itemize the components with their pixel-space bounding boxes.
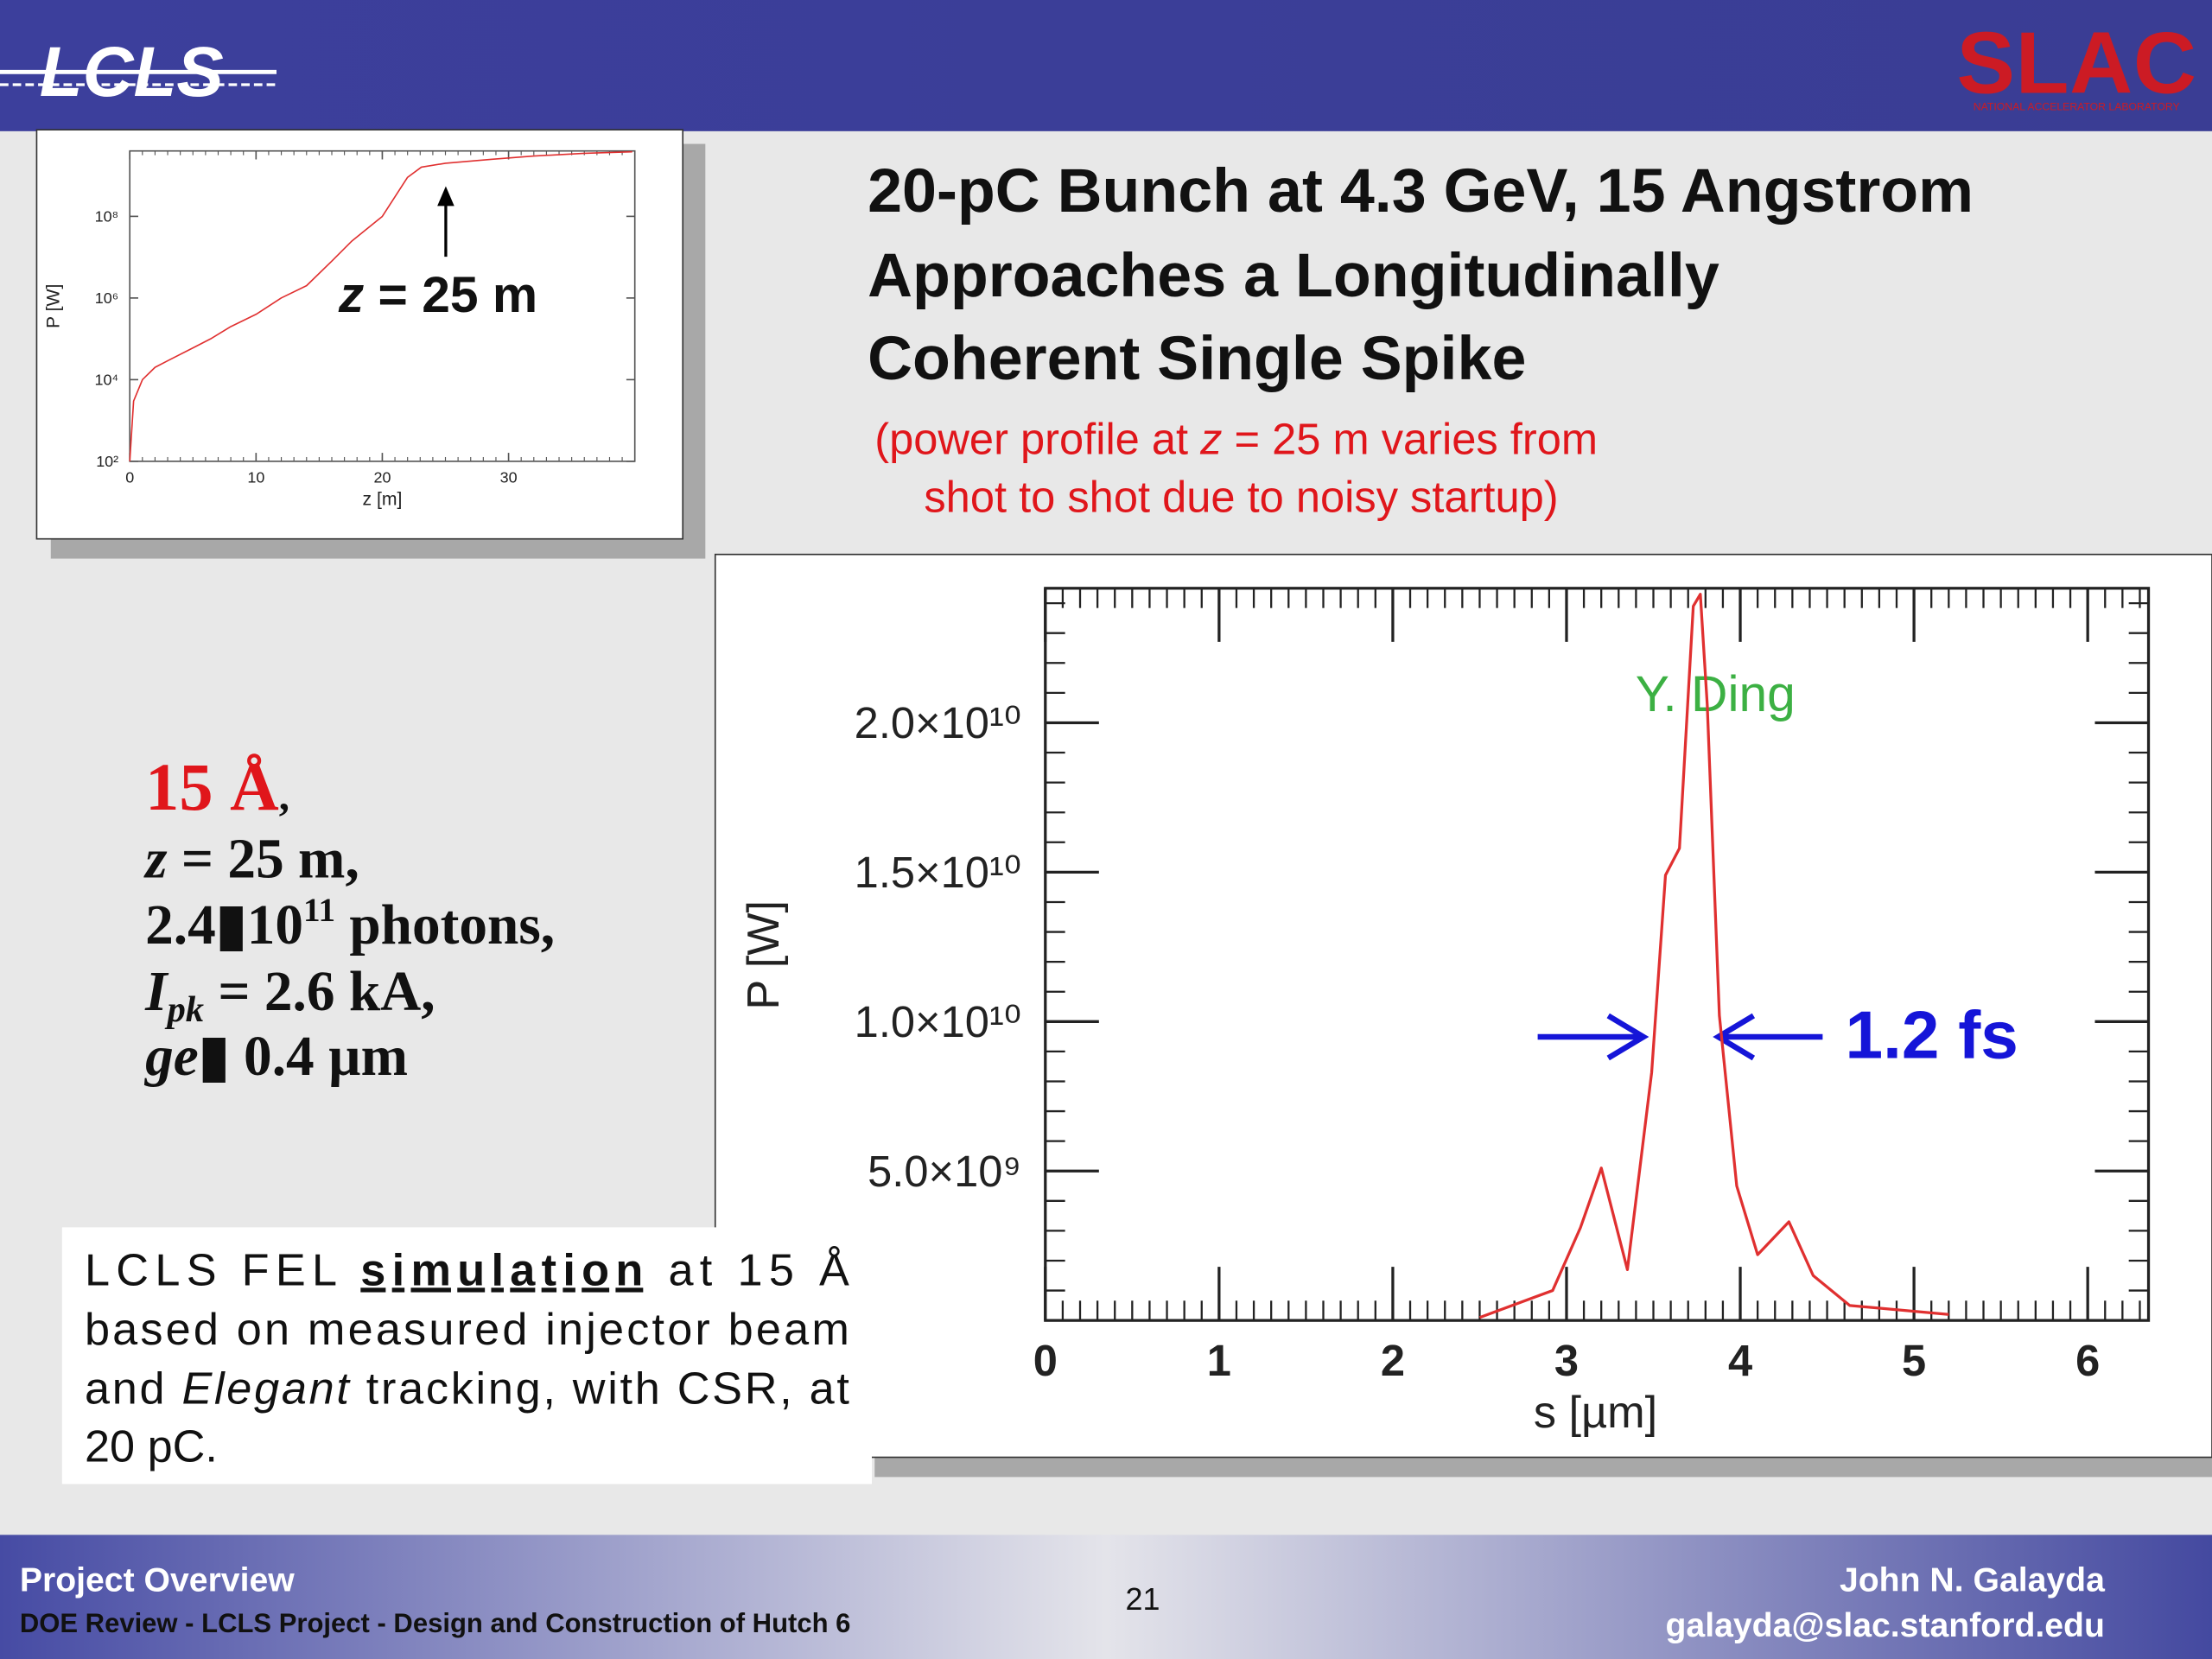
x-tick-label: 6: [2075, 1336, 2100, 1385]
title-line: Coherent Single Spike: [868, 324, 1526, 393]
chart-box: [714, 553, 2212, 1459]
x-axis-label: z [m]: [362, 489, 402, 509]
header-band: [0, 0, 2212, 131]
x-tick-label: 0: [125, 468, 134, 486]
footer-title: Project Overview: [20, 1562, 295, 1599]
chart-shadow: [874, 1457, 2212, 1478]
text: based on measured injector beam: [85, 1305, 849, 1355]
text: I: [144, 961, 169, 1023]
x-tick-label: 3: [1554, 1336, 1579, 1385]
text: 2.4▮10: [145, 894, 303, 957]
annotation: Y. Ding: [1636, 666, 1796, 722]
param-line: z = 25 m,: [143, 829, 359, 891]
text: 0.4 µm: [230, 1026, 408, 1088]
x-tick-label: 20: [373, 468, 391, 486]
width-arrowhead: [1606, 1013, 1649, 1061]
text: z: [1199, 415, 1222, 464]
x-tick-label: 4: [1728, 1336, 1752, 1385]
note-line: 20 pC.: [85, 1421, 218, 1471]
logo-lcls: LCLS: [40, 33, 224, 111]
text: 11: [303, 892, 335, 929]
param-line: 15 Å,: [145, 749, 289, 824]
text: ▮: [199, 1026, 230, 1088]
x-tick-label: 1: [1207, 1336, 1231, 1385]
plot-frame: [1044, 587, 2151, 1322]
text: z: [338, 267, 364, 323]
text: tracking, with CSR, at: [352, 1363, 850, 1414]
inset-box: [35, 129, 684, 540]
text: and: [85, 1363, 180, 1414]
text: = 25 m: [364, 267, 537, 323]
text: = 25 m varies from: [1222, 415, 1598, 464]
y-tick-label: 10⁶: [95, 289, 118, 307]
y-tick-label: 1.5×10¹⁰: [855, 848, 1021, 897]
y-tick-label: 5.0×10⁹: [868, 1147, 1021, 1196]
text: pk: [164, 989, 204, 1030]
note-line: based on measured injector beam: [85, 1305, 849, 1355]
footer-author: John N. Galayda: [1840, 1562, 2106, 1599]
x-tick-label: 5: [1902, 1336, 1926, 1385]
width-arrowhead: [1713, 1013, 1756, 1061]
text: 20 pC.: [85, 1421, 218, 1471]
subtitle-line: (power profile at z = 25 m varies from: [874, 415, 1598, 464]
text: simulation: [360, 1245, 643, 1295]
text: shot to shot due to noisy startup): [924, 473, 1558, 522]
footer-band: [0, 1535, 2212, 1659]
logo-sub: NATIONAL ACCELERATOR LABORATORY: [1974, 100, 2180, 112]
subtitle-line: shot to shot due to noisy startup): [924, 473, 1558, 522]
text: z: [143, 829, 168, 891]
text: at 15 Å: [650, 1245, 849, 1295]
logo-slac: SLAC: [1956, 15, 2196, 112]
note-line: and Elegant tracking, with CSR, at: [85, 1363, 849, 1414]
title-line: 20-pC Bunch at 4.3 GeV, 15 Angstrom: [868, 156, 1974, 226]
x-tick-label: 0: [1033, 1336, 1058, 1385]
param-line: 2.4▮1011 photons,: [145, 892, 555, 957]
x-axis-label: s [µm]: [1534, 1388, 1657, 1438]
text: 15 Å: [145, 749, 279, 824]
x-tick-label: 30: [500, 468, 518, 486]
annotation-arrowhead: [437, 186, 454, 207]
data-line: [1478, 593, 1949, 1319]
text: = 2.6 kA,: [204, 961, 435, 1023]
title-line: Approaches a Longitudinally: [868, 241, 1719, 310]
y-axis-label: P [W]: [44, 284, 64, 328]
y-tick-label: 2.0×10¹⁰: [855, 698, 1021, 747]
text: Elegant: [181, 1363, 351, 1414]
annotation: z = 25 m: [338, 267, 537, 323]
text: photons,: [335, 894, 555, 957]
page-number: 21: [1125, 1581, 1160, 1617]
footer-sub: DOE Review - LCLS Project - Design and C…: [20, 1608, 851, 1638]
text: ge: [143, 1026, 199, 1088]
text: (power profile at: [874, 415, 1200, 464]
text: = 25 m,: [168, 829, 359, 891]
param-line: Ipk = 2.6 kA,: [144, 961, 435, 1030]
note-box: [61, 1227, 872, 1484]
x-tick-label: 10: [247, 468, 264, 486]
y-axis-label: P [W]: [739, 900, 789, 1010]
footer-email: galayda@slac.stanford.edu: [1665, 1607, 2104, 1644]
text: ,: [279, 772, 289, 819]
data-line: [129, 150, 632, 461]
y-tick-label: 10⁴: [94, 372, 118, 389]
param-line: ge▮ 0.4 µm: [143, 1026, 408, 1088]
y-tick-label: 1.0×10¹⁰: [855, 997, 1021, 1046]
x-tick-label: 2: [1381, 1336, 1405, 1385]
y-tick-label: 10²: [96, 453, 118, 470]
width-label: 1.2 fs: [1846, 996, 2018, 1072]
y-tick-label: 10⁸: [95, 208, 119, 226]
